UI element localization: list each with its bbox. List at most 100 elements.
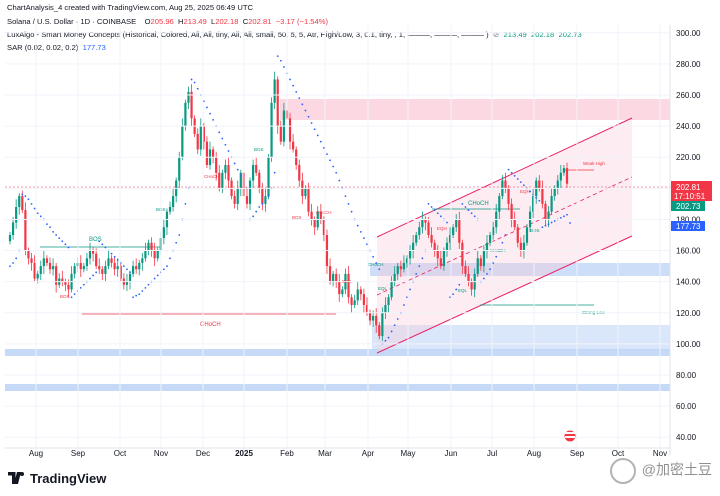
y-tick-label: 120.00	[676, 309, 701, 318]
sar-price-tag-bg	[671, 221, 705, 231]
annotation-bos-6: BOS	[292, 215, 302, 220]
candle-body	[485, 242, 489, 251]
candle-body	[276, 79, 279, 127]
candle-body	[507, 188, 510, 204]
candle-body	[448, 235, 452, 243]
candle-body	[347, 273, 350, 298]
sar-dot	[264, 199, 267, 202]
candle-body	[252, 165, 255, 181]
sar-dot	[126, 268, 128, 271]
time-axis[interactable]: Aug Sep Oct Nov Dec 2025 Feb Mar Apr May Jun Jul Aug…	[5, 25, 670, 458]
sar-dot	[344, 195, 347, 198]
link-icon[interactable]: ⊘	[492, 30, 500, 39]
watermark-text: @加密土豆	[641, 461, 712, 478]
y-tick-label: 260.00	[676, 91, 701, 100]
supply-zone-upper	[280, 99, 670, 120]
flag-us-icon[interactable]	[563, 429, 577, 443]
candle-body	[458, 219, 461, 243]
sar-dot	[446, 221, 448, 224]
y-tick-label: 220.00	[676, 153, 701, 162]
parallel-channel	[376, 117, 633, 354]
sar-dot	[439, 215, 442, 218]
candle-body	[181, 126, 184, 158]
sar-dot	[33, 207, 36, 210]
sar-dot	[316, 134, 319, 137]
candle-body	[556, 180, 559, 189]
indicator-sar-label[interactable]: SAR (0.02, 0.02, 0.2)	[7, 43, 79, 52]
candle-body	[202, 126, 205, 142]
candle-body	[492, 227, 495, 235]
annotation-eqh-1: EQH	[437, 226, 447, 231]
sar-dot	[209, 112, 211, 115]
candle-body	[18, 196, 21, 207]
candle-body	[113, 263, 116, 270]
smc-zones	[5, 99, 670, 391]
watermark-logo: @加密土豆	[609, 458, 712, 484]
candle-body	[436, 250, 439, 259]
candle-body	[36, 273, 39, 279]
sar-dot	[196, 87, 199, 90]
candle-body	[292, 141, 295, 150]
y-tick-label: 160.00	[676, 247, 701, 256]
candle-body	[519, 242, 522, 251]
candle-body	[464, 266, 467, 274]
sar-dot	[224, 143, 227, 146]
sar-dot	[362, 237, 365, 240]
x-tick-label: Sep	[71, 449, 86, 458]
ohlc-open: 205.96	[150, 17, 174, 26]
candle-body	[104, 266, 107, 274]
sar-dot	[239, 174, 242, 177]
indicator-smc-label[interactable]: LuxAlgo - Smart Money Concepts (Historic…	[7, 30, 489, 39]
sar-dot	[421, 257, 424, 260]
candle-body	[212, 149, 215, 158]
sar-dot	[212, 118, 215, 121]
candle-body	[33, 263, 36, 279]
candle-body	[482, 250, 486, 267]
symbol-name[interactable]: Solana / U.S. Dollar · 1D · COINBASE	[7, 17, 137, 26]
indicator-smc-line: LuxAlgo - Smart Money Concepts (Historic…	[7, 30, 582, 39]
sar-dot	[519, 181, 522, 184]
x-tick-label: Nov	[154, 449, 168, 458]
candle-body	[427, 222, 430, 235]
candle-body	[541, 188, 544, 204]
candle-body	[258, 172, 261, 189]
candle-body	[479, 258, 482, 267]
sar-dot	[566, 213, 568, 216]
candle-body	[27, 250, 30, 259]
candle-body	[424, 219, 427, 223]
sar-dot	[12, 262, 14, 264]
annotation-eql-1: EQL	[378, 286, 388, 291]
candle-body	[365, 305, 369, 313]
sar-dot	[538, 199, 541, 202]
sar-dot	[547, 223, 550, 226]
candle-body	[445, 242, 449, 251]
candle-body	[215, 157, 218, 173]
ohlc-l-label: L	[211, 17, 216, 26]
price-axis[interactable]: 40.00 60.00 80.00 100.00 120.00 140.00 160.00 1…	[5, 25, 701, 455]
candle-body	[338, 281, 341, 295]
candle-body	[319, 211, 322, 220]
candle-body	[147, 242, 150, 251]
sar-dot	[55, 234, 58, 236]
sar-dot	[378, 268, 381, 271]
candle-body	[418, 227, 421, 235]
x-tick-label: Jun	[445, 449, 458, 458]
sar-dot	[233, 162, 236, 165]
sar-dot	[569, 222, 571, 224]
sar-dot	[156, 274, 159, 277]
demand-zone-mid	[370, 263, 670, 276]
candle-body	[405, 258, 409, 263]
ohlc-h-label: H	[178, 17, 184, 26]
candle-body	[8, 235, 12, 242]
sar-dot	[427, 202, 430, 205]
sar-dot	[46, 223, 48, 226]
sar-dot	[501, 241, 504, 244]
indicator-sar-line: SAR (0.02, 0.02, 0.2) 177.73	[7, 43, 106, 52]
sar-dot	[356, 224, 359, 227]
sar-dot	[535, 196, 538, 199]
tradingview-logo-icon	[8, 472, 24, 484]
tradingview-logo[interactable]: TradingView	[8, 471, 106, 486]
candle-body	[421, 219, 424, 228]
candle-body	[51, 266, 55, 270]
